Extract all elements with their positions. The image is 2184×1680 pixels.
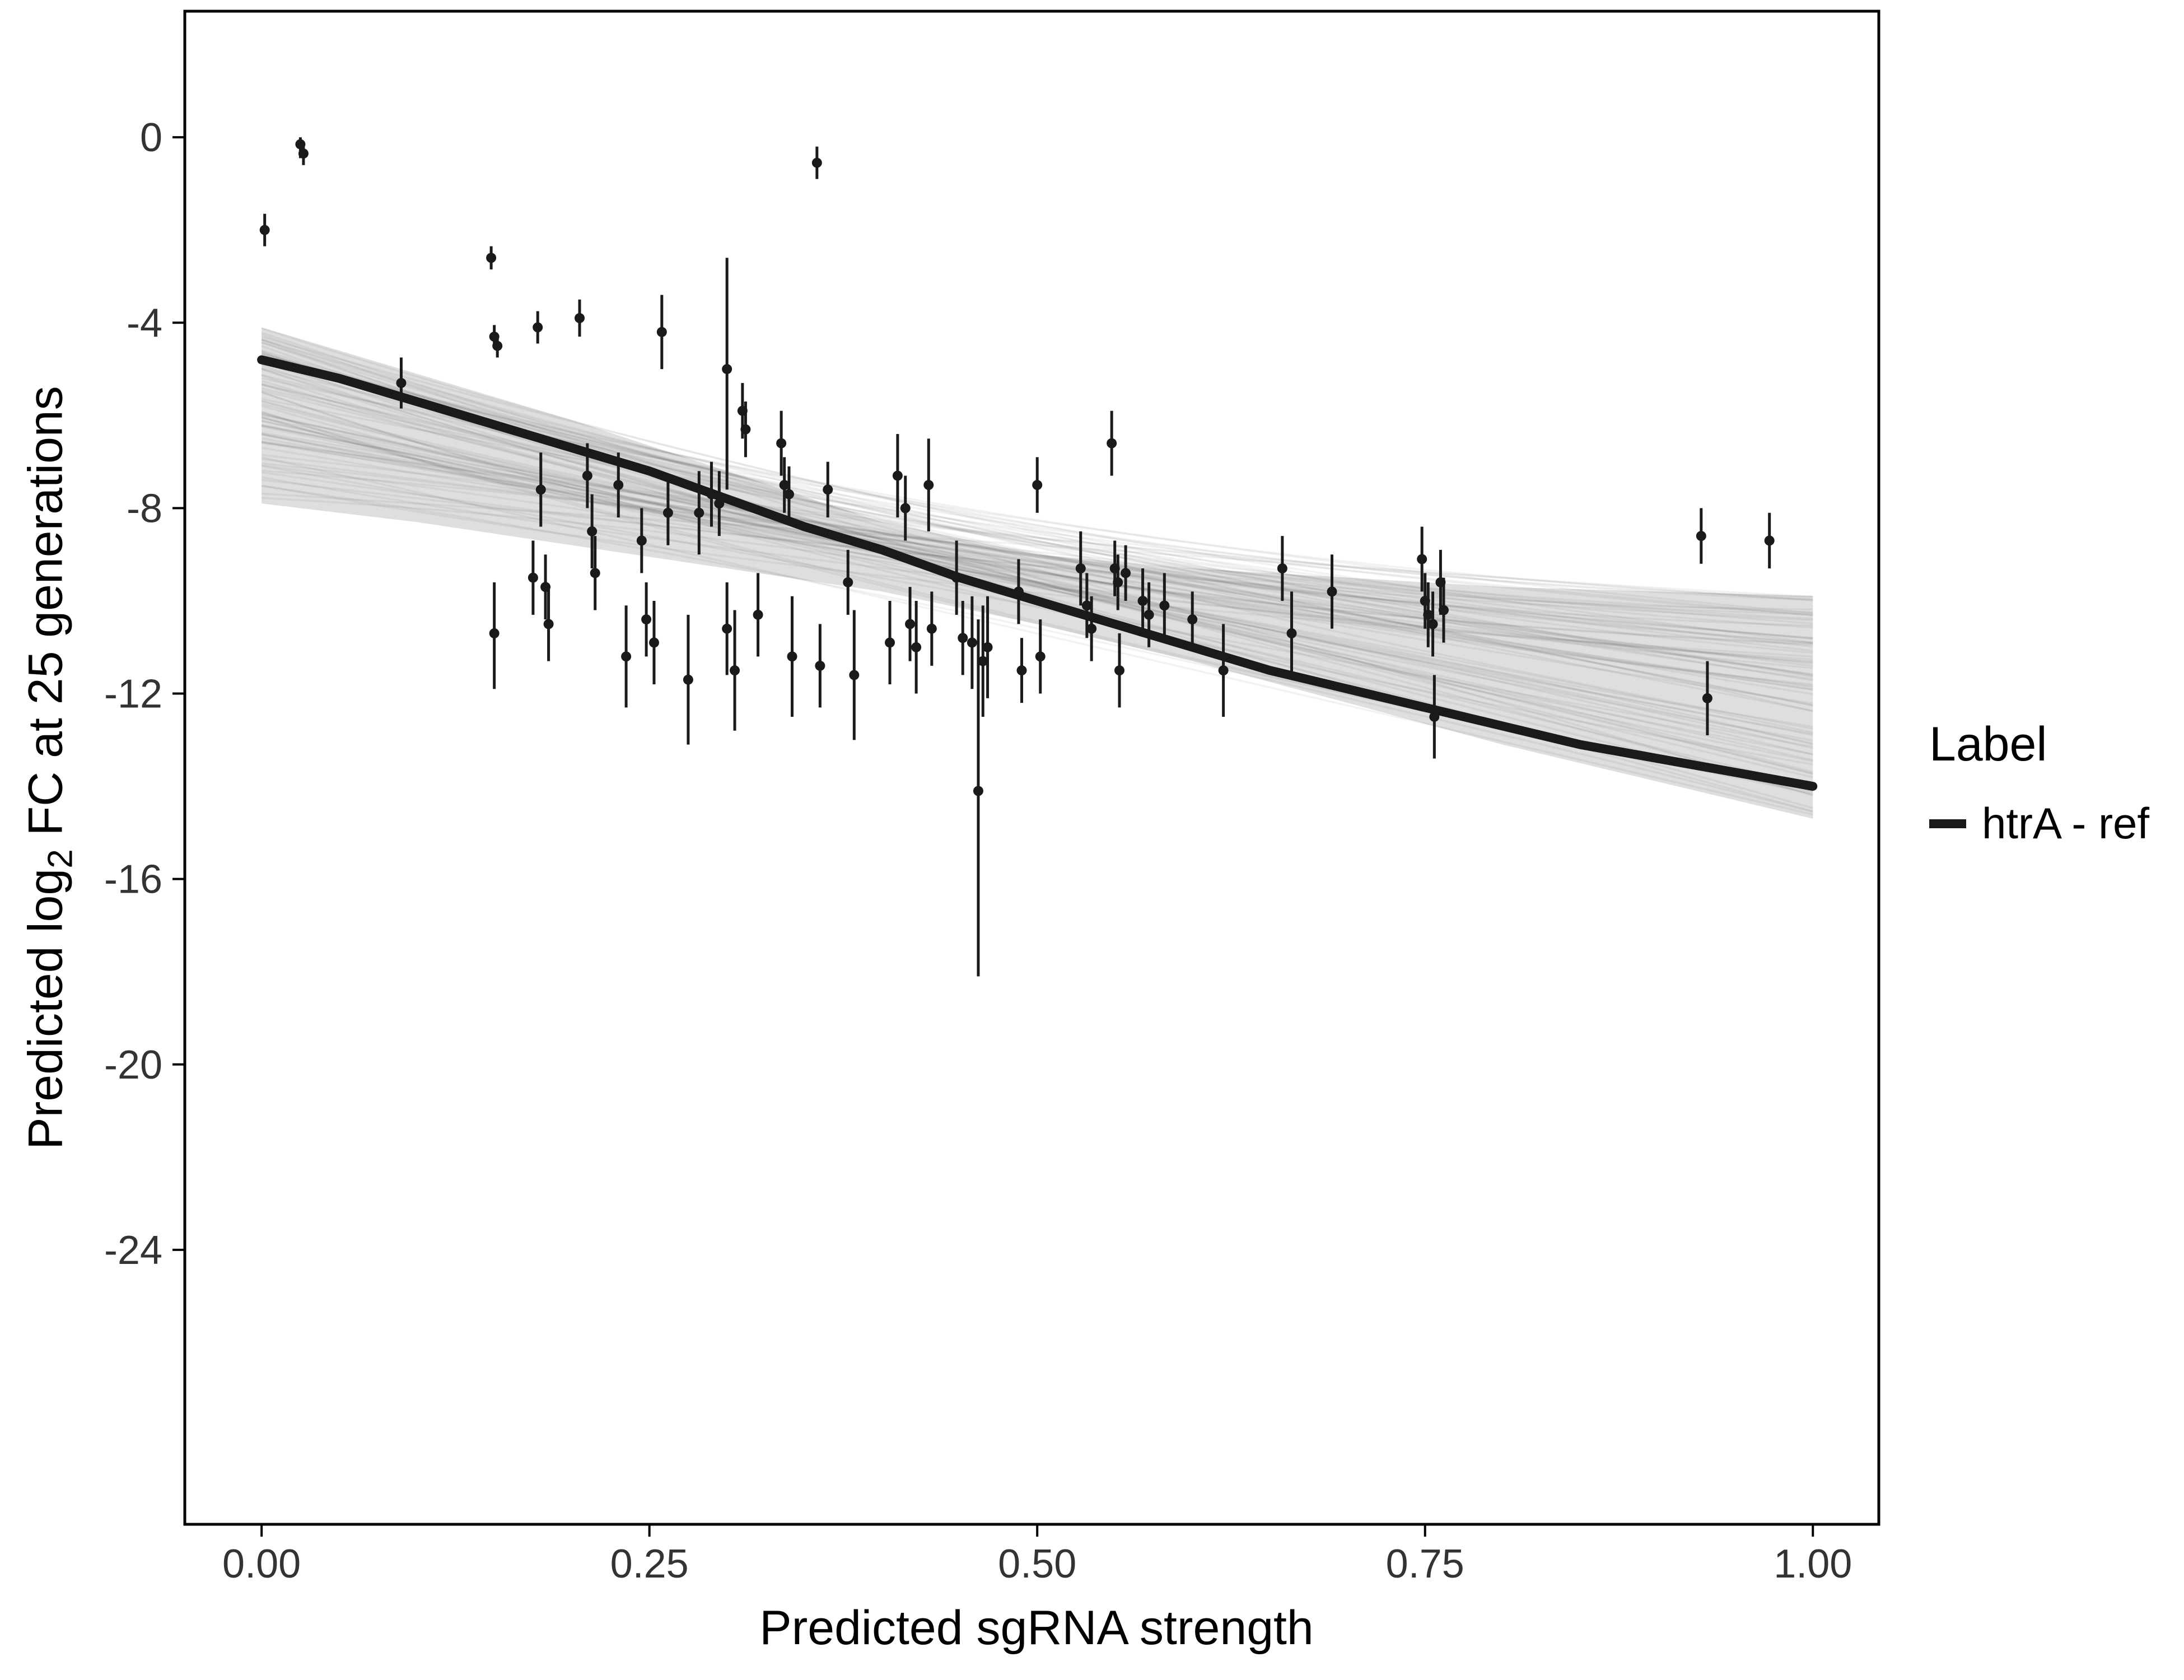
x-tick-label: 0.50 bbox=[998, 1542, 1076, 1586]
axes: 0.00 0.25 0.50 0.75 1.00 0 -4 -8 -12 -16 -20 -24 bbox=[104, 10, 1880, 1586]
fit-curve bbox=[257, 355, 1818, 791]
x-tick-label: 0.75 bbox=[1386, 1542, 1464, 1586]
y-tick-label: 0 bbox=[140, 115, 162, 160]
y-tick-label: -20 bbox=[104, 1043, 162, 1088]
x-tick-label: 0.00 bbox=[222, 1542, 301, 1586]
legend-entry-htrA-ref: htrA - ref bbox=[1929, 798, 2149, 849]
y-tick-label: -16 bbox=[104, 857, 162, 902]
y-tick-label: -8 bbox=[127, 486, 162, 531]
y-axis-title-subscript: 2 bbox=[41, 849, 80, 869]
y-tick-label: -4 bbox=[127, 301, 162, 346]
legend-entry-label: htrA - ref bbox=[1982, 799, 2150, 848]
y-axis-title-prefix: Predicted log bbox=[18, 868, 73, 1150]
x-axis-title: Predicted sgRNA strength bbox=[759, 1601, 1314, 1655]
legend: Label htrA - ref bbox=[1929, 717, 2149, 849]
legend-title: Label bbox=[1929, 717, 2047, 771]
y-tick-label: -24 bbox=[104, 1228, 162, 1273]
y-tick-label: -12 bbox=[104, 672, 162, 717]
y-axis-title: Predicted log2 FC at 25 generations bbox=[18, 386, 80, 1150]
x-tick-label: 0.25 bbox=[610, 1542, 689, 1586]
y-axis-title-suffix: FC at 25 generations bbox=[18, 386, 73, 850]
confidence-band bbox=[262, 327, 1813, 819]
x-tick-label: 1.00 bbox=[1774, 1542, 1852, 1586]
legend-swatch-line bbox=[1929, 819, 1966, 828]
